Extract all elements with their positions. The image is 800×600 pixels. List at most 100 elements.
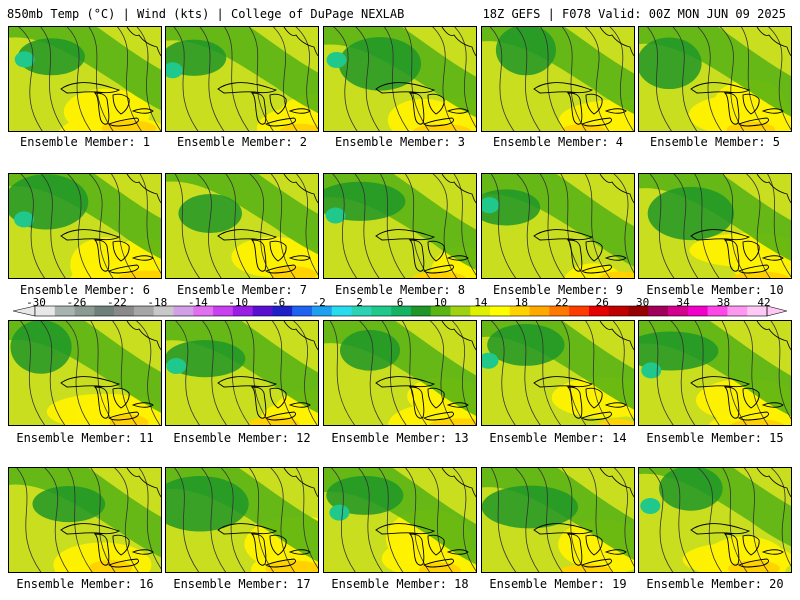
height-contour (379, 174, 406, 278)
colorbar-tick-label: 22 (555, 296, 569, 309)
coastline (756, 321, 791, 351)
colorbar-swatch (608, 306, 629, 316)
ensemble-member-map (638, 320, 792, 426)
colorbar-tick-label: -30 (26, 296, 46, 309)
ensemble-member-map (8, 173, 162, 279)
ensemble-member-map (8, 26, 162, 132)
temperature-wind-map (9, 468, 161, 572)
coastline (283, 468, 318, 498)
height-contour (112, 321, 138, 425)
great-lakes-outline (375, 523, 469, 568)
height-contour (584, 174, 611, 278)
height-contour (67, 468, 93, 572)
colorbar-swatch (94, 306, 115, 316)
cool-temp-region (166, 27, 318, 114)
height-contour (224, 27, 250, 131)
great-lakes-outline (60, 229, 154, 274)
colorbar-swatch (648, 306, 669, 316)
colder-temp-region (647, 186, 735, 241)
ensemble-member-map (481, 320, 635, 426)
ensemble-member-map (323, 26, 477, 132)
coldest-temp-region (166, 358, 187, 375)
height-contour (745, 174, 771, 278)
hot-temp-region (109, 414, 149, 425)
colorbar-tick-label: 18 (514, 296, 528, 309)
height-contour (16, 468, 42, 572)
coldest-temp-region (482, 197, 500, 214)
cool-temp-region (9, 27, 161, 111)
height-contour (248, 468, 275, 572)
colder-temp-region (326, 475, 404, 515)
height-contour (694, 321, 720, 425)
ensemble-member-map (481, 173, 635, 279)
great-lakes-outline (533, 523, 627, 568)
coastline (441, 468, 476, 498)
colorbar-swatch (747, 306, 768, 316)
height-contour (613, 468, 634, 567)
height-contour (66, 27, 92, 131)
hot-temp-region (599, 271, 634, 278)
colorbar-swatch (588, 306, 610, 316)
height-contour (136, 27, 161, 131)
height-contour (515, 321, 541, 425)
coastline (599, 174, 634, 204)
ensemble-member-map (165, 26, 319, 132)
colder-temp-region (32, 486, 106, 523)
colorbar-tick-label: 10 (433, 296, 448, 309)
coastline (756, 27, 791, 57)
ensemble-member-map (481, 26, 635, 132)
coldest-temp-region (325, 207, 346, 224)
cool-temp-region (482, 27, 634, 114)
temperature-wind-map (482, 174, 634, 278)
great-lakes-outline (375, 82, 469, 127)
colorbar-tick-label: -18 (147, 296, 168, 309)
colorbar-frame (34, 305, 768, 317)
ensemble-member-label: Ensemble Member: 9 (492, 283, 624, 297)
height-contour (44, 468, 70, 572)
height-contour (88, 27, 114, 131)
height-contour (584, 27, 610, 131)
temperature-wind-map (9, 321, 161, 425)
ensemble-member-map (8, 320, 162, 426)
temperature-wind-map (482, 27, 634, 131)
run-valid-time: 18Z GEFS | F078 Valid: 00Z MON JUN 09 20… (482, 7, 786, 21)
height-contour (116, 27, 143, 131)
height-contour (673, 174, 699, 278)
great-lakes-outline (690, 82, 784, 127)
height-contour (295, 468, 318, 569)
height-contour (333, 27, 358, 131)
height-contour (612, 321, 634, 422)
height-contour (224, 321, 251, 425)
coastline (756, 174, 791, 204)
height-contour (295, 27, 318, 130)
colorbar-tick-label: -10 (228, 296, 249, 309)
height-contour (138, 468, 161, 570)
coastline (126, 321, 161, 351)
height-contour (722, 468, 748, 572)
height-contour (648, 321, 674, 425)
temperature-wind-map (166, 174, 318, 278)
great-lakes-outline (533, 376, 627, 421)
ensemble-member-map (8, 467, 162, 573)
ensemble-member-map (323, 173, 477, 279)
colorbar-swatch (133, 306, 155, 316)
colorbar-swatch (470, 306, 491, 316)
hot-temp-region (411, 271, 466, 278)
height-contour (670, 321, 696, 425)
coastline (126, 27, 161, 57)
colder-temp-region (10, 321, 72, 374)
height-contour (561, 27, 587, 131)
colorbar-swatch (668, 306, 689, 316)
coastline (441, 174, 476, 204)
height-contour (249, 174, 274, 278)
height-contour (271, 321, 298, 425)
height-contour (560, 321, 587, 425)
height-contour (173, 27, 199, 131)
height-contour (490, 321, 516, 425)
colorbar-swatch (252, 306, 273, 316)
ensemble-member-map (323, 467, 477, 573)
ensemble-member-label: Ensemble Member: 17 (173, 577, 311, 591)
colder-temp-region (338, 37, 422, 91)
colorbar-swatch (628, 306, 649, 316)
coastline (599, 468, 634, 498)
